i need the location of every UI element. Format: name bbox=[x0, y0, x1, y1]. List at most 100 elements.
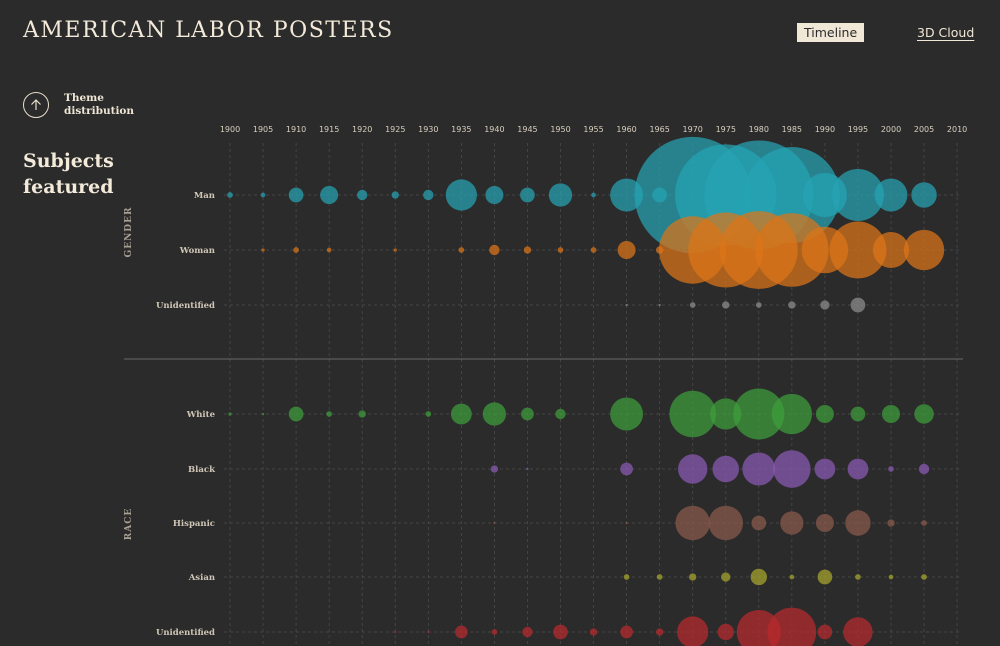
bubble-unidentified-1995 bbox=[850, 297, 866, 313]
bubble-black-1975 bbox=[712, 455, 740, 483]
group-label-race: RACE bbox=[124, 508, 134, 541]
bubble-unidentified-1975 bbox=[722, 301, 730, 309]
timeline-tab[interactable]: Timeline bbox=[797, 23, 865, 42]
bubble-unidentified-1935 bbox=[454, 625, 468, 639]
bubble-man-2000 bbox=[874, 178, 908, 212]
row-label-race-unidentified: Unidentified bbox=[156, 628, 215, 638]
year-tick-label: 1975 bbox=[716, 125, 736, 134]
bubble-woman-2000 bbox=[872, 231, 910, 269]
year-tick-label: 1950 bbox=[550, 125, 570, 134]
row-label-race-white: White bbox=[186, 410, 216, 420]
row-label-race-black: Black bbox=[188, 465, 216, 475]
bubble-unidentified-1945 bbox=[522, 626, 533, 638]
bubble-unidentified-1990 bbox=[817, 624, 833, 640]
bubble-white-1920 bbox=[358, 410, 366, 418]
bubble-woman-1995 bbox=[829, 221, 887, 279]
row-label-gender-man: Man bbox=[194, 191, 215, 201]
bubble-white-1950 bbox=[555, 408, 566, 420]
year-tick-label: 1965 bbox=[649, 125, 669, 134]
bubble-man-1910 bbox=[288, 187, 304, 203]
year-tick-label: 1935 bbox=[451, 125, 471, 134]
bubble-hispanic-1960 bbox=[625, 521, 628, 525]
bubble-unidentified-1950 bbox=[553, 624, 568, 640]
bubble-asian-2005 bbox=[921, 574, 927, 580]
bubble-unidentified-1955 bbox=[589, 628, 598, 636]
bubble-black-2000 bbox=[888, 466, 894, 472]
bubble-unidentified-1975 bbox=[717, 623, 734, 641]
3d-cloud-link[interactable]: 3D Cloud bbox=[917, 25, 975, 40]
year-tick-label: 1900 bbox=[220, 125, 240, 134]
bubble-man-1950 bbox=[548, 183, 573, 207]
group-label-gender: GENDER bbox=[124, 207, 134, 258]
bubble-hispanic-1970 bbox=[675, 505, 710, 541]
bubble-unidentified-1965 bbox=[658, 303, 661, 307]
bubble-white-1910 bbox=[288, 406, 304, 422]
bubble-black-1995 bbox=[847, 458, 869, 480]
bubble-woman-1955 bbox=[590, 247, 597, 253]
bubble-black-2005 bbox=[918, 463, 930, 475]
bubble-man-1955 bbox=[591, 192, 596, 198]
year-tick-label: 1945 bbox=[517, 125, 537, 134]
bubble-hispanic-2005 bbox=[921, 520, 927, 526]
bubble-white-1905 bbox=[261, 412, 265, 416]
bubble-hispanic-1985 bbox=[780, 511, 804, 535]
bubble-hispanic-1980 bbox=[751, 515, 767, 531]
bubble-asian-1980 bbox=[750, 568, 768, 586]
bubble-unidentified-1970 bbox=[689, 302, 696, 308]
row-label-race-hispanic: Hispanic bbox=[173, 519, 215, 529]
bubble-man-1925 bbox=[391, 191, 399, 199]
bubble-black-1945 bbox=[526, 467, 529, 471]
bubble-white-1970 bbox=[669, 390, 716, 438]
bubble-hispanic-1995 bbox=[845, 510, 871, 536]
year-tick-label: 1995 bbox=[848, 125, 868, 134]
bubble-woman-1940 bbox=[489, 244, 500, 256]
bubble-unidentified-1980 bbox=[755, 302, 762, 308]
bubble-asian-1985 bbox=[789, 574, 795, 580]
year-tick-label: 1980 bbox=[749, 125, 769, 134]
year-tick-label: 1920 bbox=[352, 125, 372, 134]
arrow-up-icon bbox=[23, 92, 49, 118]
bubble-woman-1950 bbox=[557, 247, 564, 253]
bubble-unidentified-1925 bbox=[394, 630, 397, 634]
year-tick-label: 1970 bbox=[683, 125, 703, 134]
bubble-black-1980 bbox=[742, 452, 776, 486]
row-label-gender-unidentified: Unidentified bbox=[156, 301, 215, 311]
bubble-woman-1915 bbox=[326, 247, 332, 253]
bubble-white-1945 bbox=[521, 407, 534, 421]
bubble-woman-1985 bbox=[755, 213, 829, 287]
row-label-race-asian: Asian bbox=[188, 573, 215, 583]
bubble-asian-1965 bbox=[656, 574, 663, 580]
bubble-white-1985 bbox=[771, 393, 812, 435]
bubble-man-1960 bbox=[610, 178, 644, 212]
bubble-unidentified-1965 bbox=[655, 628, 664, 636]
bubble-man-1995 bbox=[831, 169, 884, 221]
bubble-asian-1990 bbox=[817, 569, 833, 585]
bubble-white-2000 bbox=[881, 404, 901, 424]
year-tick-label: 1915 bbox=[319, 125, 339, 134]
bubble-man-1920 bbox=[357, 189, 368, 201]
year-tick-label: 2000 bbox=[881, 125, 901, 134]
section-title: Subjects featured bbox=[23, 150, 114, 198]
bubble-man-1915 bbox=[320, 185, 339, 205]
bubble-woman-1910 bbox=[293, 247, 299, 253]
bubble-white-1935 bbox=[450, 403, 472, 425]
bubble-asian-1995 bbox=[855, 574, 861, 580]
bubble-woman-1935 bbox=[458, 247, 465, 253]
theme-distribution-label: Theme distribution bbox=[64, 92, 135, 117]
bubble-man-1905 bbox=[260, 192, 266, 198]
bubble-unidentified-1960 bbox=[625, 303, 628, 307]
bubble-black-1990 bbox=[814, 458, 836, 480]
bubble-man-1935 bbox=[445, 179, 477, 211]
theme-distribution-toggle[interactable]: Theme distribution bbox=[23, 92, 144, 118]
bubble-woman-1945 bbox=[523, 246, 532, 254]
bubble-man-1900 bbox=[227, 192, 233, 198]
year-tick-label: 1990 bbox=[815, 125, 835, 134]
bubble-asian-1970 bbox=[689, 573, 697, 581]
year-tick-label: 2005 bbox=[914, 125, 934, 134]
bubble-unidentified-1940 bbox=[491, 629, 498, 635]
year-tick-label: 1925 bbox=[385, 125, 405, 134]
year-tick-label: 1960 bbox=[616, 125, 636, 134]
bubble-black-1960 bbox=[620, 462, 633, 476]
bubble-white-1940 bbox=[482, 402, 507, 426]
bubble-woman-1905 bbox=[261, 248, 265, 252]
